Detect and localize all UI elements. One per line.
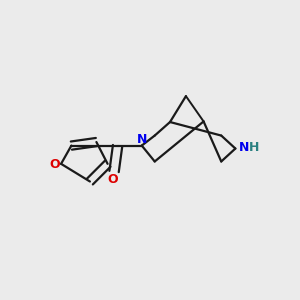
Text: N: N (136, 133, 147, 146)
Text: O: O (107, 173, 118, 186)
Text: N: N (238, 141, 249, 154)
Text: H: H (248, 141, 259, 154)
Text: O: O (49, 158, 60, 171)
